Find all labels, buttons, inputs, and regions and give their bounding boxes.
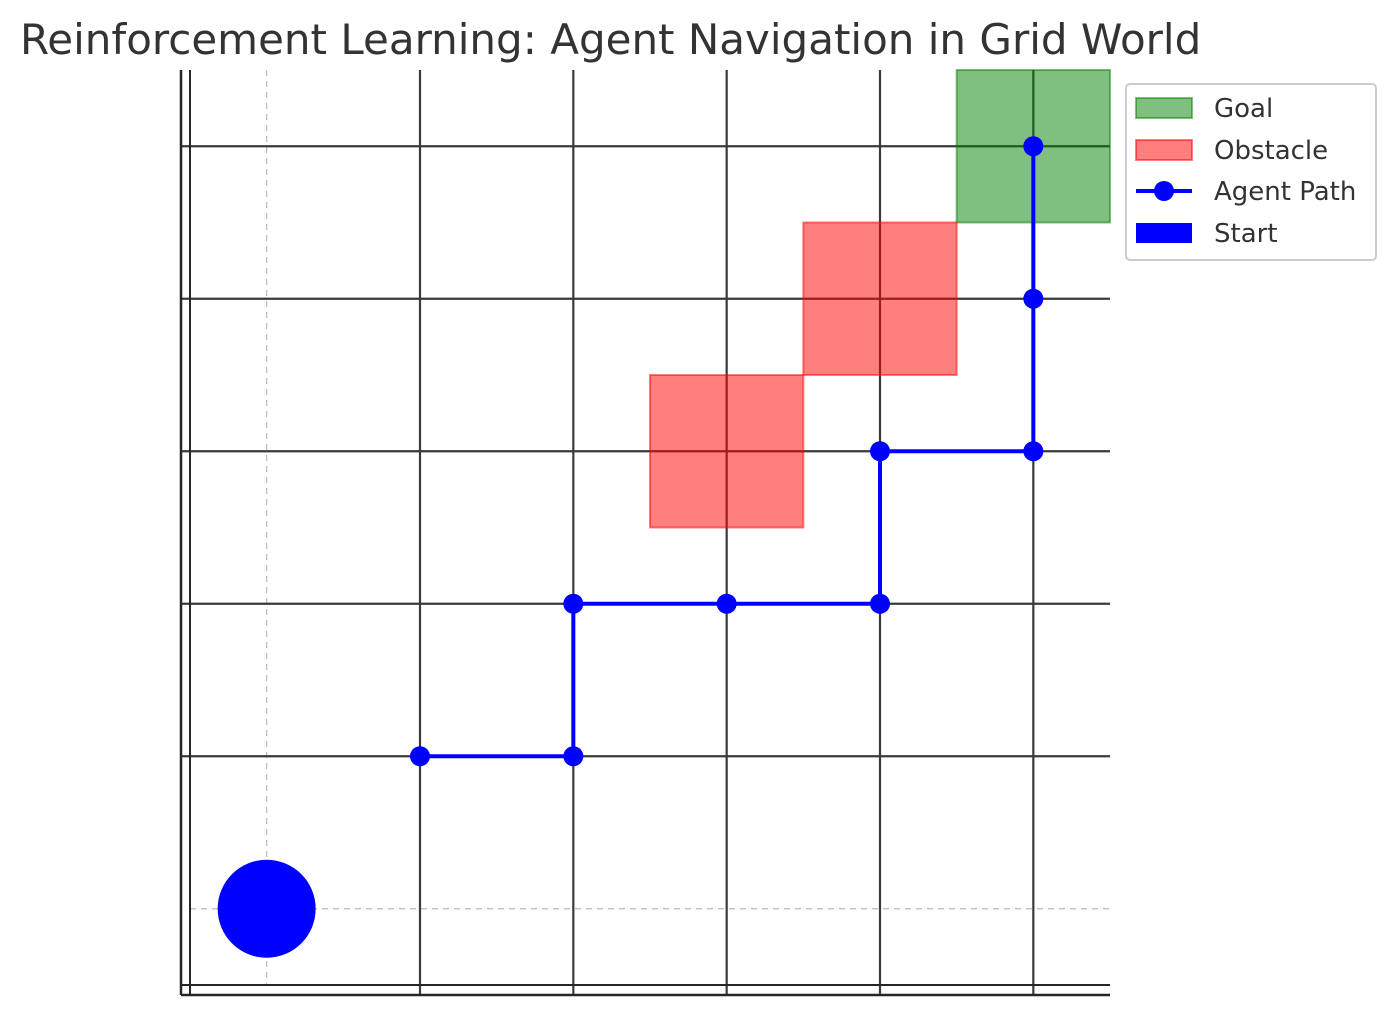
legend: Goal Obstacle Agent Path Start xyxy=(1125,83,1377,261)
legend-obstacle-label: Obstacle xyxy=(1214,136,1328,166)
agent-path-point xyxy=(563,746,584,767)
obstacle-cell xyxy=(802,221,958,376)
legend-start-swatch xyxy=(1136,223,1192,243)
agent-path-point xyxy=(563,593,584,614)
agent-path-point xyxy=(870,593,890,614)
agent-path-point xyxy=(870,441,890,462)
legend-box xyxy=(1125,83,1377,261)
legend-goal-label: Goal xyxy=(1214,94,1273,124)
chart-title: Reinforcement Learning: Agent Navigation… xyxy=(20,15,1201,64)
agent-path-layer xyxy=(217,136,1044,958)
agent-path-point xyxy=(716,593,737,614)
legend-start-label: Start xyxy=(1214,219,1278,249)
agent-path-point xyxy=(1023,441,1044,462)
obstacle-cell xyxy=(649,374,805,529)
agent-path-point xyxy=(1023,136,1044,157)
legend-obstacle-swatch xyxy=(1135,139,1193,161)
legend-goal-swatch xyxy=(1135,97,1193,119)
axes xyxy=(179,70,1110,997)
agent-path-point xyxy=(410,746,430,767)
legend-path-label: Agent Path xyxy=(1214,177,1356,207)
start-marker xyxy=(217,859,316,958)
legend-path-marker xyxy=(1154,181,1174,201)
agent-path-point xyxy=(1023,288,1044,309)
